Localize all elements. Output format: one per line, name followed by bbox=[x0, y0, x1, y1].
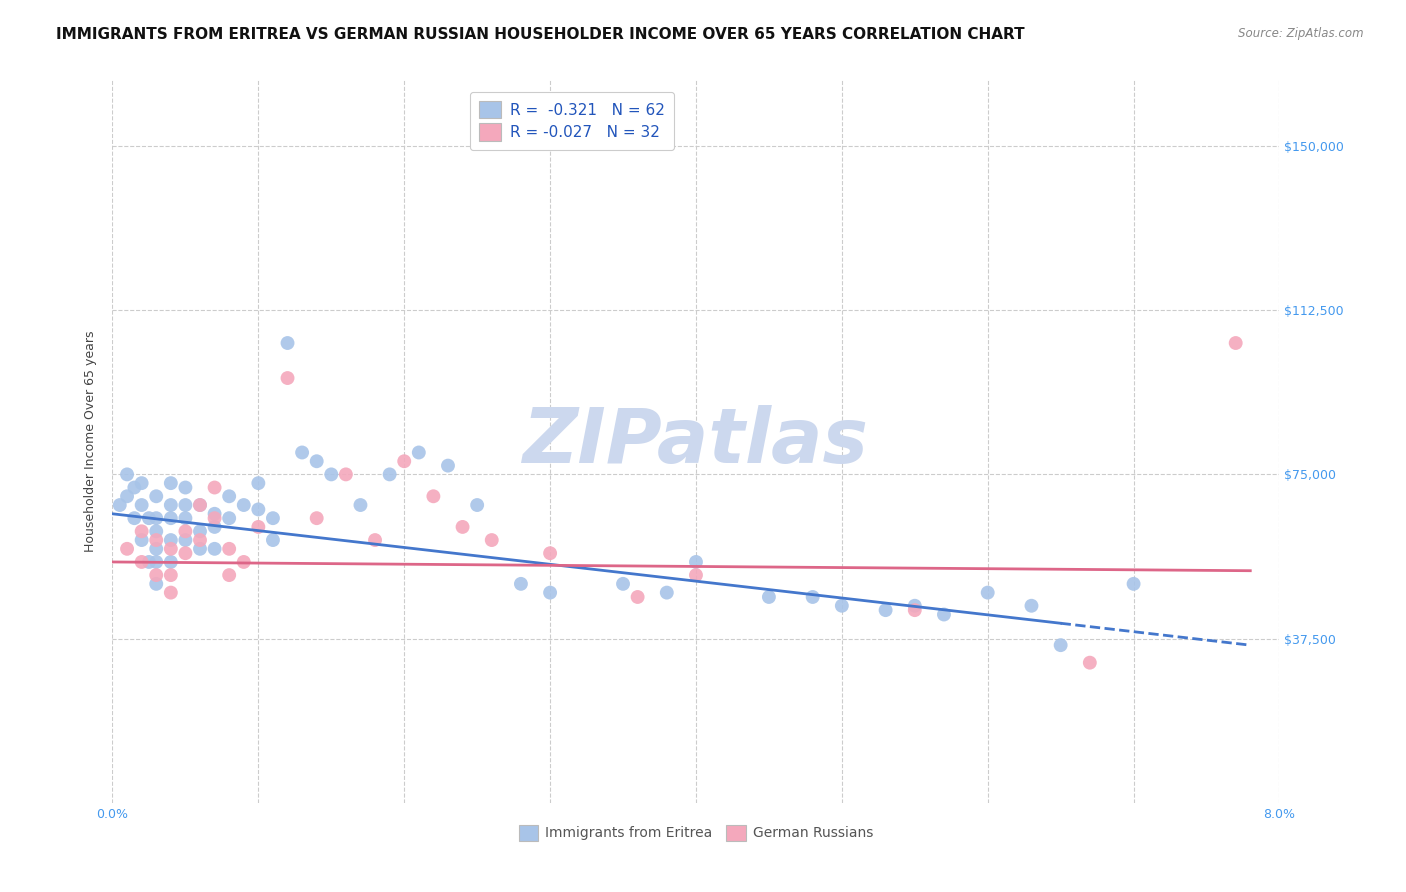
Point bbox=[904, 603, 927, 617]
Point bbox=[188, 498, 211, 512]
Point bbox=[685, 568, 707, 582]
Point bbox=[160, 533, 183, 547]
Point bbox=[262, 511, 284, 525]
Point bbox=[108, 498, 131, 512]
Legend: Immigrants from Eritrea, German Russians: Immigrants from Eritrea, German Russians bbox=[513, 819, 879, 847]
Point bbox=[124, 511, 146, 525]
Point bbox=[131, 476, 153, 491]
Point bbox=[218, 541, 240, 556]
Point bbox=[131, 533, 153, 547]
Point bbox=[131, 498, 153, 512]
Point bbox=[115, 541, 138, 556]
Point bbox=[174, 546, 197, 560]
Point bbox=[831, 599, 853, 613]
Point bbox=[145, 577, 167, 591]
Point bbox=[685, 555, 707, 569]
Point bbox=[145, 533, 167, 547]
Text: ZIPatlas: ZIPatlas bbox=[523, 405, 869, 478]
Point bbox=[131, 524, 153, 539]
Point bbox=[321, 467, 343, 482]
Point bbox=[174, 511, 197, 525]
Point bbox=[758, 590, 780, 604]
Point bbox=[801, 590, 824, 604]
Point bbox=[612, 577, 634, 591]
Point bbox=[976, 585, 998, 599]
Point bbox=[276, 336, 298, 351]
Point bbox=[160, 555, 183, 569]
Point bbox=[174, 524, 197, 539]
Point bbox=[204, 520, 226, 534]
Point bbox=[305, 511, 328, 525]
Point bbox=[394, 454, 416, 468]
Point bbox=[875, 603, 897, 617]
Point bbox=[1122, 577, 1144, 591]
Point bbox=[408, 445, 430, 459]
Point bbox=[160, 476, 183, 491]
Point bbox=[160, 585, 183, 599]
Point bbox=[1021, 599, 1043, 613]
Point bbox=[204, 511, 226, 525]
Point bbox=[932, 607, 955, 622]
Point bbox=[218, 568, 240, 582]
Point bbox=[247, 476, 270, 491]
Point bbox=[145, 568, 167, 582]
Point bbox=[124, 481, 146, 495]
Point bbox=[145, 555, 167, 569]
Point bbox=[232, 555, 254, 569]
Point bbox=[305, 454, 328, 468]
Point bbox=[160, 511, 183, 525]
Point bbox=[174, 533, 197, 547]
Text: Source: ZipAtlas.com: Source: ZipAtlas.com bbox=[1239, 27, 1364, 40]
Point bbox=[115, 467, 138, 482]
Point bbox=[218, 489, 240, 503]
Point bbox=[218, 511, 240, 525]
Point bbox=[437, 458, 460, 473]
Point bbox=[160, 568, 183, 582]
Point bbox=[204, 481, 226, 495]
Point bbox=[378, 467, 401, 482]
Point bbox=[138, 555, 160, 569]
Point bbox=[1049, 638, 1071, 652]
Point bbox=[1225, 336, 1247, 351]
Point bbox=[509, 577, 531, 591]
Point bbox=[188, 524, 211, 539]
Point bbox=[188, 541, 211, 556]
Point bbox=[232, 498, 254, 512]
Point bbox=[115, 489, 138, 503]
Point bbox=[627, 590, 650, 604]
Point bbox=[262, 533, 284, 547]
Point bbox=[364, 533, 387, 547]
Text: IMMIGRANTS FROM ERITREA VS GERMAN RUSSIAN HOUSEHOLDER INCOME OVER 65 YEARS CORRE: IMMIGRANTS FROM ERITREA VS GERMAN RUSSIA… bbox=[56, 27, 1025, 42]
Point bbox=[174, 481, 197, 495]
Point bbox=[451, 520, 474, 534]
Point bbox=[538, 546, 561, 560]
Point bbox=[465, 498, 488, 512]
Point bbox=[145, 541, 167, 556]
Point bbox=[349, 498, 371, 512]
Point bbox=[160, 541, 183, 556]
Point bbox=[247, 520, 270, 534]
Point bbox=[204, 507, 226, 521]
Point bbox=[247, 502, 270, 516]
Point bbox=[904, 599, 927, 613]
Point bbox=[188, 533, 211, 547]
Point bbox=[188, 498, 211, 512]
Point bbox=[131, 555, 153, 569]
Point bbox=[174, 498, 197, 512]
Point bbox=[291, 445, 314, 459]
Point bbox=[160, 498, 183, 512]
Point bbox=[145, 511, 167, 525]
Point bbox=[276, 371, 298, 385]
Point bbox=[422, 489, 444, 503]
Point bbox=[204, 541, 226, 556]
Point bbox=[138, 511, 160, 525]
Point bbox=[335, 467, 357, 482]
Point bbox=[145, 489, 167, 503]
Point bbox=[538, 585, 561, 599]
Point bbox=[655, 585, 678, 599]
Point bbox=[1078, 656, 1101, 670]
Point bbox=[145, 524, 167, 539]
Y-axis label: Householder Income Over 65 years: Householder Income Over 65 years bbox=[83, 331, 97, 552]
Point bbox=[481, 533, 503, 547]
